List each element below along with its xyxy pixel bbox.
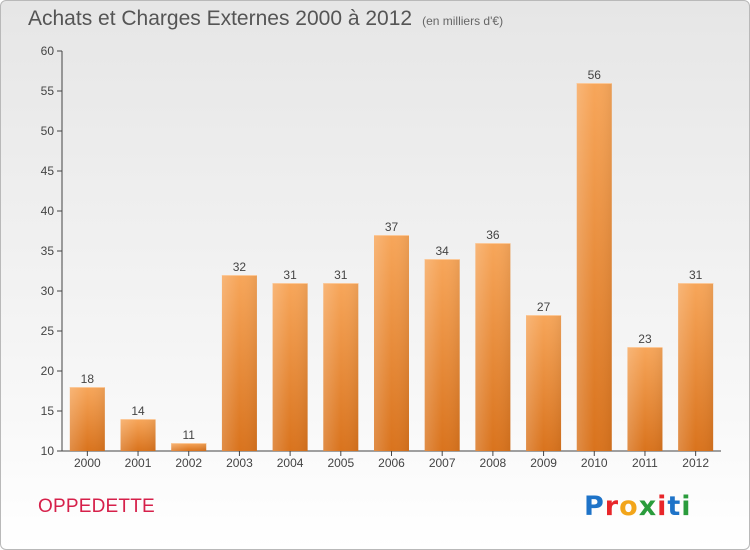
y-tick-label: 35 <box>41 244 55 258</box>
y-tick-label: 40 <box>41 204 55 218</box>
x-tick-label: 2009 <box>530 456 557 470</box>
bar-value-label: 34 <box>436 244 450 258</box>
bar-value-label: 56 <box>588 68 602 82</box>
y-tick-label: 15 <box>41 404 55 418</box>
x-tick-label: 2012 <box>682 456 709 470</box>
x-tick-label: 2011 <box>632 456 658 470</box>
y-tick-label: 50 <box>41 124 55 138</box>
bar-shine <box>272 283 308 451</box>
y-tick-label: 25 <box>41 324 55 338</box>
bar-value-label: 31 <box>334 268 348 282</box>
x-tick-label: 2008 <box>480 456 507 470</box>
x-tick-label: 2005 <box>327 456 354 470</box>
chart-title: Achats et Charges Externes 2000 à 2012 (e… <box>28 7 503 31</box>
y-tick-label: 10 <box>41 444 55 458</box>
x-tick-label: 2003 <box>226 456 253 470</box>
logo-letter: o <box>619 491 639 522</box>
bar-shine <box>678 283 714 451</box>
bar-value-label: 27 <box>537 300 551 314</box>
bar-shine <box>171 443 207 451</box>
x-tick-label: 2004 <box>277 456 304 470</box>
x-tick-label: 2000 <box>74 456 101 470</box>
chart-unit: (en milliers d'€) <box>422 14 504 28</box>
bar-value-label: 32 <box>233 260 247 274</box>
bar-value-label: 31 <box>689 268 703 282</box>
bar-value-label: 11 <box>182 428 195 442</box>
bar-value-label: 18 <box>81 372 95 386</box>
y-tick-label: 45 <box>41 164 55 178</box>
bar-value-label: 31 <box>283 268 297 282</box>
y-tick-label: 60 <box>41 44 55 58</box>
x-tick-label: 2006 <box>378 456 405 470</box>
logo-letter: t <box>667 491 682 522</box>
bar-shine <box>627 347 663 451</box>
logo-letter: i <box>657 491 668 522</box>
bar-value-label: 36 <box>486 228 500 242</box>
x-tick-label: 2007 <box>429 456 456 470</box>
chart-title-text: Achats et Charges Externes 2000 à 2012 <box>28 7 413 30</box>
logo-letter: x <box>638 491 658 522</box>
bar-value-label: 23 <box>638 332 652 346</box>
bar-value-label: 14 <box>131 404 145 418</box>
bar-shine <box>576 83 612 451</box>
y-tick-label: 20 <box>41 364 55 378</box>
logo-letter: P <box>584 491 605 522</box>
x-tick-label: 2002 <box>175 456 202 470</box>
bar-value-label: 37 <box>385 220 399 234</box>
bar-shine <box>374 235 409 451</box>
y-tick-label: 55 <box>41 84 55 98</box>
bar-shine <box>69 387 105 451</box>
logo-letter: i <box>681 491 692 522</box>
bar-shine <box>323 283 359 451</box>
x-tick-label: 2010 <box>581 456 608 470</box>
y-tick-label: 30 <box>41 284 55 298</box>
bar-shine <box>526 315 562 451</box>
x-tick-label: 2001 <box>125 456 152 470</box>
bar-shine <box>120 419 156 451</box>
bar-shine <box>221 275 257 451</box>
logo-letter: r <box>604 491 620 522</box>
bar-shine <box>424 259 460 451</box>
bar-shine <box>475 243 511 451</box>
commune-name: OPPEDETTE <box>38 496 155 517</box>
proxiti-logo[interactable]: Proxiti <box>584 491 692 522</box>
